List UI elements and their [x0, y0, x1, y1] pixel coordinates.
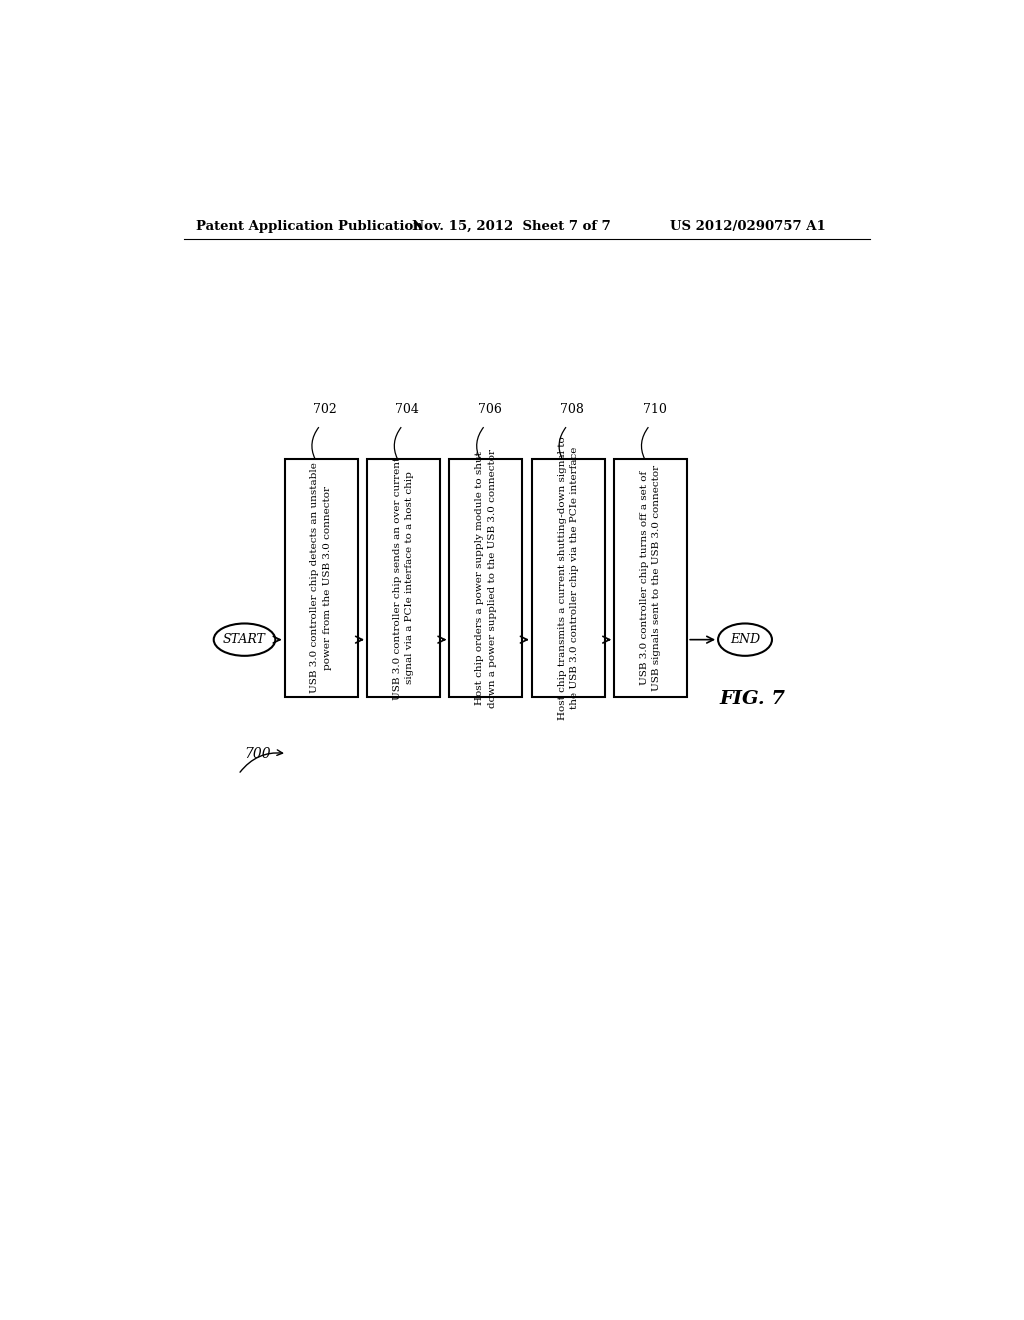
Text: FIG. 7: FIG. 7 — [720, 689, 785, 708]
Text: 704: 704 — [395, 404, 419, 416]
Text: USB 3.0 controller chip turns off a set of
USB signals sent to the USB 3.0 conne: USB 3.0 controller chip turns off a set … — [640, 465, 662, 692]
Text: 700: 700 — [245, 747, 271, 762]
Text: Host chip orders a power supply module to shut
down a power supplied to the USB : Host chip orders a power supply module t… — [475, 449, 497, 708]
Text: 702: 702 — [313, 404, 337, 416]
Text: 710: 710 — [643, 404, 667, 416]
Bar — [285, 459, 357, 697]
Bar — [367, 459, 440, 697]
Ellipse shape — [718, 623, 772, 656]
Text: END: END — [730, 634, 760, 647]
Bar — [450, 459, 522, 697]
Ellipse shape — [214, 623, 275, 656]
Text: START: START — [223, 634, 266, 647]
Text: 708: 708 — [560, 404, 584, 416]
Bar — [531, 459, 605, 697]
Text: Host chip transmits a current shutting-down signal to
the USB 3.0 controller chi: Host chip transmits a current shutting-d… — [557, 436, 579, 719]
Text: US 2012/0290757 A1: US 2012/0290757 A1 — [670, 219, 825, 232]
Bar — [614, 459, 687, 697]
Text: Nov. 15, 2012  Sheet 7 of 7: Nov. 15, 2012 Sheet 7 of 7 — [412, 219, 610, 232]
Text: USB 3.0 controller chip detects an unstable
power from the USB 3.0 connector: USB 3.0 controller chip detects an unsta… — [310, 462, 332, 693]
Text: USB 3.0 controller chip sends an over current
signal via a PCIe interface to a h: USB 3.0 controller chip sends an over cu… — [393, 457, 415, 700]
Text: 706: 706 — [478, 404, 502, 416]
Text: Patent Application Publication: Patent Application Publication — [196, 219, 423, 232]
